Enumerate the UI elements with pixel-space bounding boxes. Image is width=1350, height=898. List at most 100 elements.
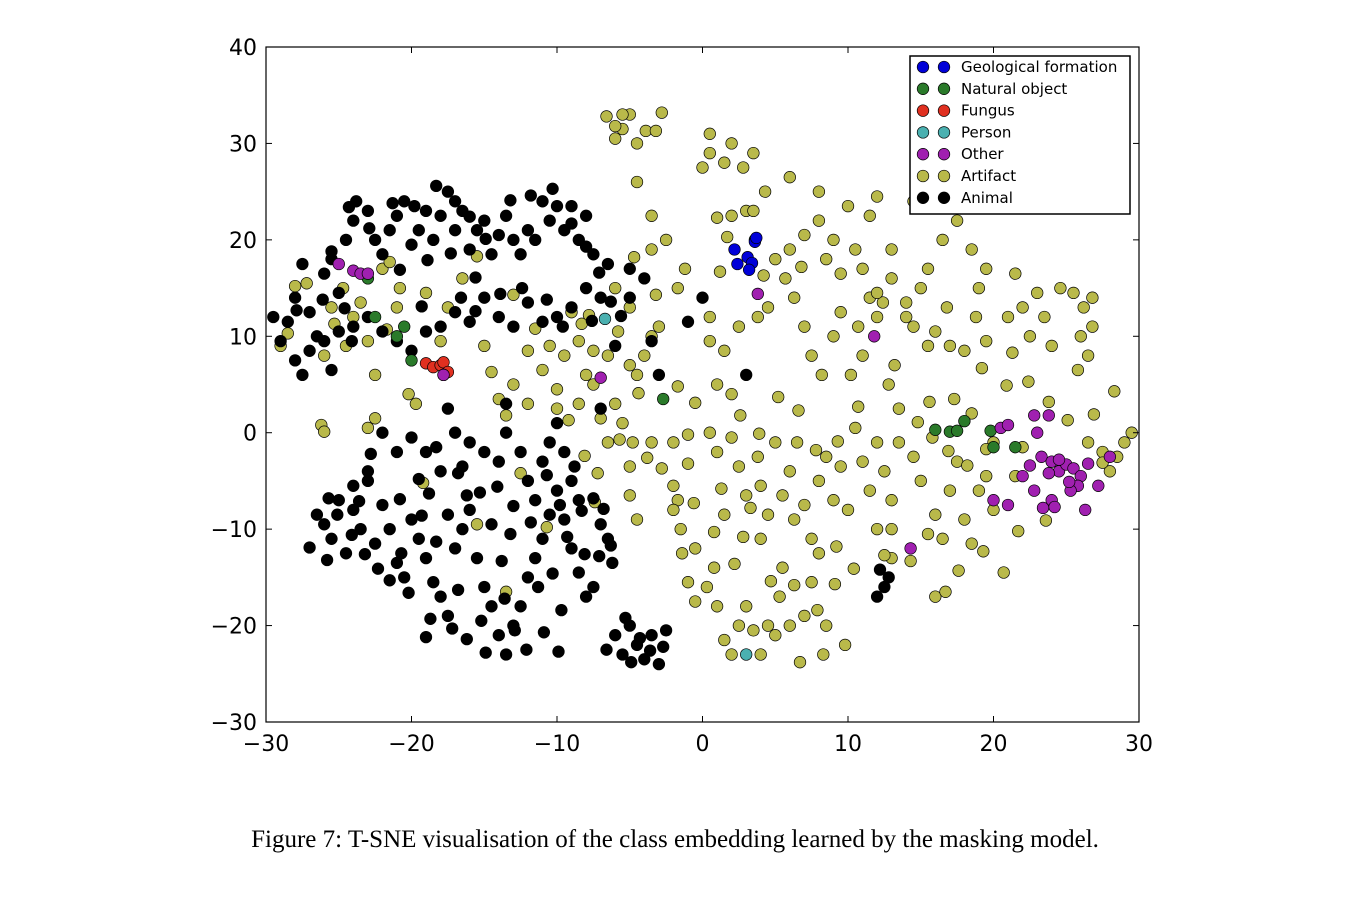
point-artifact <box>747 624 760 637</box>
point-artifact <box>1103 465 1117 478</box>
point-animal <box>405 238 418 251</box>
point-animal <box>434 209 447 222</box>
point-artifact <box>1054 281 1067 295</box>
point-artifact <box>757 269 770 282</box>
point-artifact <box>863 484 876 497</box>
point-artifact <box>885 272 898 285</box>
point-animal <box>536 315 549 328</box>
point-artifact <box>659 233 673 247</box>
point-animal <box>427 233 440 247</box>
point-artifact <box>943 484 957 497</box>
point-artifact <box>703 334 716 348</box>
point-artifact <box>1108 385 1121 398</box>
y-tick-label: 20 <box>229 229 257 254</box>
point-artifact <box>645 243 658 256</box>
point-artifact <box>870 310 884 324</box>
point-animal <box>593 266 606 279</box>
legend-label: Artifact <box>961 167 1016 185</box>
point-artifact <box>907 320 920 333</box>
point-animal <box>332 494 345 507</box>
point-natural-object <box>987 441 1000 454</box>
point-other <box>1001 418 1015 432</box>
point-animal <box>485 248 498 261</box>
point-artifact <box>834 267 847 280</box>
point-artifact <box>870 190 884 203</box>
point-animal <box>521 571 535 584</box>
point-animal <box>495 554 508 568</box>
point-natural-object <box>950 424 964 437</box>
point-artifact <box>892 402 906 415</box>
point-animal <box>882 571 895 584</box>
point-artifact <box>623 460 636 473</box>
point-animal <box>652 368 666 382</box>
point-artifact <box>773 590 786 603</box>
point-artifact <box>718 344 731 357</box>
point-artifact <box>652 320 666 333</box>
point-animal <box>492 310 505 324</box>
point-artifact <box>1031 286 1044 300</box>
point-animal <box>606 556 619 570</box>
point-animal <box>318 267 331 280</box>
point-artifact <box>507 378 520 391</box>
point-artifact <box>740 600 753 613</box>
point-artifact <box>681 428 695 441</box>
point-artifact <box>725 137 738 150</box>
point-animal <box>318 334 331 348</box>
point-artifact <box>667 436 680 449</box>
point-artifact <box>732 619 746 632</box>
point-artifact <box>632 387 645 400</box>
point-artifact <box>888 359 901 372</box>
point-artifact <box>368 412 382 425</box>
point-animal <box>616 648 629 661</box>
point-animal <box>371 562 385 575</box>
point-artifact <box>744 501 757 515</box>
point-artifact <box>761 301 775 314</box>
point-animal <box>347 479 360 492</box>
point-artifact <box>609 132 622 145</box>
point-animal <box>339 233 353 247</box>
point-artifact <box>1000 379 1013 392</box>
y-tick-label: −20 <box>211 615 257 640</box>
point-animal <box>604 539 617 552</box>
point-animal <box>415 300 428 313</box>
point-animal <box>473 486 487 499</box>
legend-marker <box>937 126 951 139</box>
point-other <box>1028 409 1041 422</box>
point-animal <box>288 354 302 367</box>
point-artifact <box>681 576 695 589</box>
point-artifact <box>754 532 767 545</box>
point-animal <box>597 502 610 516</box>
point-natural-object <box>958 414 971 428</box>
point-artifact <box>725 431 738 444</box>
point-animal <box>460 489 473 502</box>
point-artifact <box>478 339 491 353</box>
point-animal <box>393 263 407 276</box>
point-animal <box>609 339 622 353</box>
point-other <box>594 371 607 384</box>
point-artifact <box>696 161 709 174</box>
point-artifact <box>1077 301 1090 314</box>
point-animal <box>524 516 537 529</box>
point-animal <box>546 182 559 195</box>
legend-entry: Fungus <box>916 102 1015 120</box>
point-animal <box>475 614 488 627</box>
point-animal <box>345 334 358 348</box>
point-artifact <box>923 395 936 409</box>
point-artifact <box>623 359 636 372</box>
point-artifact <box>609 281 622 295</box>
point-artifact <box>645 436 658 449</box>
point-animal <box>561 530 574 544</box>
x-tick-label: 30 <box>1125 732 1153 757</box>
point-artifact <box>572 397 585 410</box>
point-animal <box>448 542 462 555</box>
point-artifact <box>764 575 778 588</box>
point-artifact <box>939 585 952 598</box>
point-animal <box>565 301 578 314</box>
point-artifact <box>950 214 964 227</box>
point-artifact <box>562 414 575 427</box>
point-animal <box>521 296 535 309</box>
point-animal <box>383 522 396 536</box>
point-artifact <box>841 199 855 213</box>
point-artifact <box>675 547 689 560</box>
point-artifact <box>558 349 571 362</box>
